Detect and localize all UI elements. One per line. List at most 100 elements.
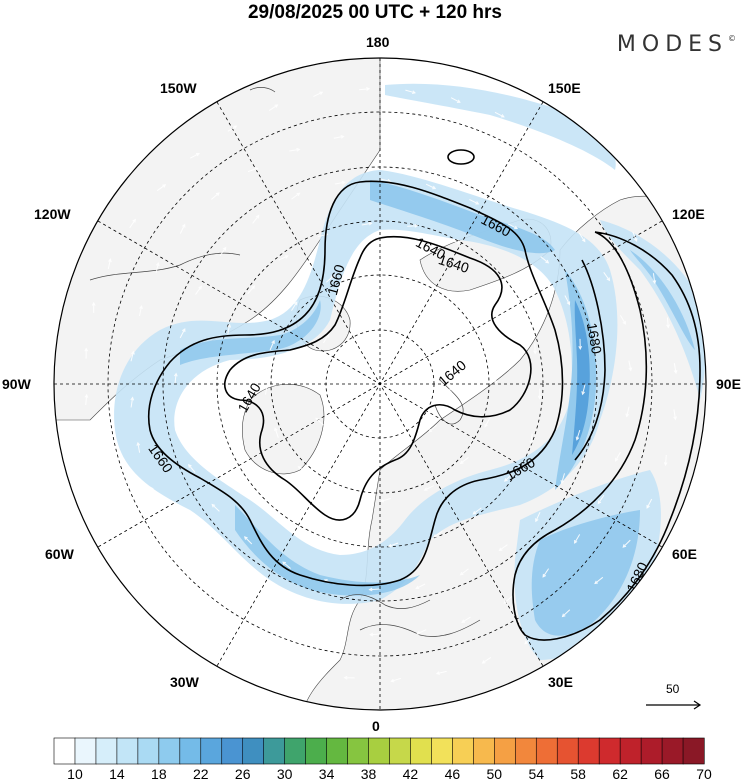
wind-vector — [535, 133, 546, 138]
wind-vector — [494, 111, 505, 118]
wind-vector — [291, 301, 298, 311]
wind-vector-head — [145, 567, 150, 571]
wind-vector — [380, 178, 391, 182]
lon-label-30e: 30E — [548, 674, 573, 690]
wind-vector — [189, 153, 200, 159]
wind-vector-head — [296, 147, 301, 152]
wind-vector-head — [198, 285, 202, 290]
wind-vector — [433, 530, 443, 538]
wind-vector-head — [414, 223, 419, 228]
wind-vector — [666, 317, 669, 328]
height-contours — [147, 149, 701, 641]
wind-vector — [547, 198, 555, 208]
colorbar-swatch — [556, 737, 579, 765]
wind-vector — [484, 417, 491, 427]
wind-vector — [265, 493, 273, 503]
wind-vector — [369, 266, 380, 270]
wind-vector-head — [222, 246, 227, 251]
wind-vector-head — [609, 198, 614, 202]
wind-vector — [370, 633, 381, 636]
wind-vector — [179, 224, 186, 234]
wind-vector-head — [379, 498, 385, 503]
wind-vector — [313, 91, 323, 98]
colorbar-swatch — [431, 737, 453, 765]
colorbar-label: 46 — [444, 766, 461, 782]
wind-vector — [562, 609, 571, 617]
wind-vector — [334, 181, 345, 185]
wind-vector — [499, 544, 508, 551]
wind-vector — [416, 629, 427, 635]
wind-vector — [219, 247, 227, 257]
wind-vector — [359, 88, 370, 91]
colorbar-swatch — [95, 737, 118, 765]
lon-label-90w: 90W — [2, 376, 31, 392]
wind-vector-head — [243, 536, 248, 540]
wind-vector-head — [428, 428, 433, 433]
wind-vector-head — [579, 162, 584, 167]
wind-vector — [391, 677, 402, 682]
wind-vector-head — [503, 600, 508, 604]
colorbar-swatch — [242, 737, 265, 765]
wind-vector — [450, 97, 461, 103]
jet-band-mid-east-asia — [630, 250, 695, 350]
wind-vector — [322, 334, 330, 344]
wind-vector-head — [433, 534, 437, 538]
wind-vector-head — [233, 125, 238, 129]
wind-vector — [120, 528, 128, 537]
wind-vector-head — [196, 153, 200, 157]
brand-text: MODES — [616, 32, 728, 57]
wind-reference-arrow — [646, 700, 702, 710]
wind-vector — [503, 596, 513, 604]
colorbar-swatch — [116, 737, 139, 765]
wind-vector-head — [390, 449, 395, 454]
contour-label: 1660 — [324, 263, 348, 297]
wind-vector — [342, 540, 353, 543]
wind-vector — [85, 394, 88, 405]
wind-vector — [281, 611, 291, 618]
wind-vector — [103, 485, 108, 495]
wind-vector — [482, 656, 492, 664]
lon-label-120e: 120E — [672, 206, 705, 222]
colorbar-label: 62 — [612, 766, 628, 782]
contour-closed-pacific — [447, 149, 475, 165]
wind-vector-head — [177, 600, 182, 605]
colorbar-swatch — [263, 737, 286, 765]
colorbar-label: 26 — [234, 766, 251, 782]
colorbar-label: 10 — [67, 766, 83, 782]
jet-band-canada — [180, 300, 321, 365]
colorbar-swatch — [347, 737, 370, 765]
jet-band-east-asia — [600, 220, 706, 400]
wind-vector — [348, 446, 359, 452]
lon-label-0: 0 — [372, 718, 380, 734]
wind-vector-head — [542, 134, 547, 139]
wind-vector — [139, 306, 142, 316]
contour-1680-asia — [512, 231, 701, 641]
wind-vector-head — [202, 562, 207, 567]
wind-vector — [413, 273, 424, 279]
wind-vector — [333, 135, 344, 139]
colorbar-swatch — [389, 737, 412, 765]
wind-vector-head — [136, 441, 141, 446]
colorbar-swatch — [74, 737, 97, 765]
contour-1680-inner — [574, 259, 606, 461]
wind-vector — [247, 167, 258, 173]
colorbar-swatch — [473, 737, 495, 765]
wind-vector — [628, 360, 632, 371]
wind-vector-head — [484, 423, 488, 428]
wind-vector — [573, 160, 583, 167]
colorbar-swatch — [284, 737, 307, 765]
wind-vector — [211, 192, 220, 200]
wind-vector-head — [472, 510, 477, 515]
wind-vector — [244, 536, 253, 545]
wind-vector — [428, 424, 437, 433]
wind-vector-head — [376, 265, 381, 270]
wind-vector-head — [482, 336, 486, 341]
wind-vector-head — [216, 368, 221, 373]
wind-vector — [582, 384, 586, 395]
wind-vector-head — [432, 135, 437, 140]
wind-vector-head — [324, 625, 328, 629]
wind-vector-head — [581, 391, 585, 396]
wind-vector-head — [415, 585, 420, 589]
wind-vector-head — [435, 671, 440, 675]
wind-vector — [494, 373, 497, 384]
